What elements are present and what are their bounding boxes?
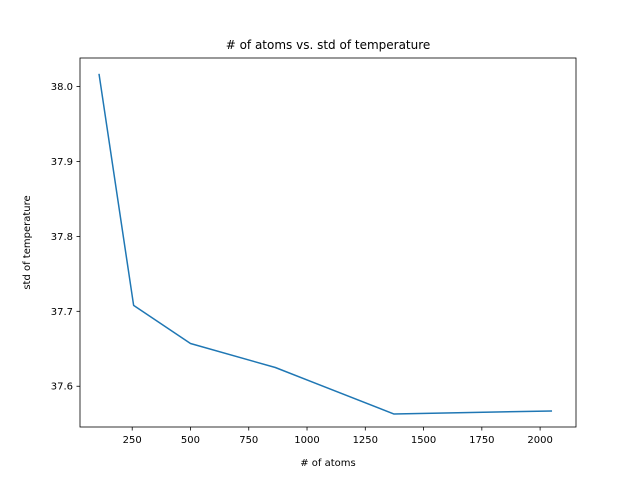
y-tick-label: 37.7 [51,307,73,318]
y-tick-label: 37.9 [51,157,73,168]
x-tick-label: 1750 [469,435,494,446]
chart-title: # of atoms vs. std of temperature [226,38,431,52]
x-tick-label: 250 [123,435,142,446]
y-tick-label: 38.0 [51,82,73,93]
x-axis-label: # of atoms [300,458,356,469]
x-tick-label: 1500 [411,435,436,446]
y-axis-label: std of temperature [22,195,33,289]
x-tick-label: 500 [181,435,200,446]
x-tick-label: 750 [239,435,258,446]
x-tick-label: 1250 [353,435,378,446]
y-tick-label: 37.6 [51,382,73,393]
x-tick-label: 2000 [527,435,552,446]
x-tick-label: 1000 [294,435,319,446]
y-tick-label: 37.8 [51,232,73,243]
